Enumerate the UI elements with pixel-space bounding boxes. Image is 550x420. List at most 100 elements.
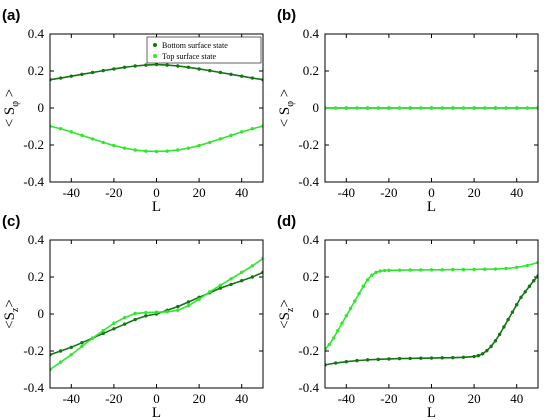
x-tick-label: 20	[468, 185, 481, 200]
data-point	[483, 106, 487, 110]
data-point	[493, 339, 498, 343]
y-tick-label: 0.4	[303, 26, 320, 41]
data-point	[440, 356, 444, 360]
data-point	[250, 275, 255, 279]
data-point	[525, 106, 530, 110]
y-axis-label: < Sφ >	[2, 89, 21, 128]
x-tick-label: 40	[235, 185, 248, 200]
data-point	[502, 325, 506, 329]
series-1	[50, 256, 263, 372]
x-tick-label: -40	[63, 391, 80, 406]
data-point	[176, 64, 180, 68]
legend-box	[146, 36, 262, 64]
data-point	[504, 106, 508, 110]
data-point	[122, 146, 127, 150]
data-point	[493, 267, 498, 271]
data-point	[154, 310, 159, 314]
y-tick-label: 0.4	[28, 232, 45, 247]
x-axis-label: L	[152, 199, 161, 215]
x-tick-label: -40	[338, 185, 355, 200]
data-point	[472, 354, 476, 359]
data-point	[186, 146, 191, 150]
plot-frame	[49, 33, 264, 183]
data-point	[365, 278, 370, 282]
series-line	[325, 261, 538, 350]
data-point	[370, 273, 374, 277]
x-axis-label: L	[152, 405, 161, 420]
data-point	[451, 355, 455, 360]
panel-tag: (c)	[2, 213, 20, 230]
y-axis-label-open: <S	[2, 312, 18, 329]
x-tick-label: 20	[193, 391, 206, 406]
data-point	[112, 327, 116, 331]
data-point	[218, 283, 223, 288]
data-point	[519, 295, 523, 300]
data-point	[240, 270, 244, 275]
data-point	[101, 140, 105, 145]
y-axis-label-close: >	[277, 299, 293, 307]
y-axis-label-subscript: φ	[10, 101, 21, 107]
data-point	[440, 106, 444, 110]
x-tick-label: -40	[63, 185, 80, 200]
data-point	[357, 291, 361, 296]
y-axis-label: <Sz>	[2, 299, 21, 329]
plot-frame	[49, 239, 264, 389]
panel-1: (b) -40 -20 0 20 40 -0.4 -0.2 0 0.2 0.4 L < Sφ >	[277, 7, 539, 215]
y-tick-label: 0.2	[303, 63, 319, 78]
data-point	[461, 106, 466, 110]
data-point	[80, 133, 84, 138]
series-1	[325, 106, 538, 110]
y-axis-label-subscript: z	[10, 307, 21, 312]
data-point	[197, 297, 201, 301]
data-point	[344, 106, 348, 110]
x-tick-label: -20	[380, 185, 397, 200]
x-tick-label: 40	[235, 391, 248, 406]
data-point	[419, 106, 423, 110]
y-tick-label: 0.2	[28, 269, 44, 284]
series-line	[50, 125, 263, 153]
data-point	[408, 106, 412, 110]
y-axis-label-close: >	[2, 299, 18, 307]
x-tick-label: 0	[153, 391, 160, 406]
data-point	[101, 328, 105, 333]
panel-tag: (d)	[277, 213, 296, 230]
data-point	[133, 311, 137, 316]
data-point	[365, 106, 370, 110]
x-tick-label: 40	[510, 391, 523, 406]
legend-entry: Top surface state	[162, 52, 217, 61]
data-point	[489, 344, 493, 349]
data-point	[197, 67, 201, 71]
plot-area	[325, 106, 538, 110]
data-point	[510, 310, 515, 314]
data-point	[472, 106, 476, 110]
data-point	[429, 268, 434, 272]
data-point	[218, 70, 223, 75]
data-point	[80, 72, 84, 77]
y-tick-label: -0.2	[23, 343, 44, 358]
data-point	[176, 304, 180, 309]
data-point	[208, 140, 212, 145]
series-1	[50, 124, 263, 154]
x-tick-label: 20	[468, 391, 481, 406]
data-point	[451, 106, 455, 110]
data-point	[348, 306, 353, 311]
y-axis-label-open: < S	[277, 107, 293, 128]
data-point	[376, 106, 380, 110]
data-point	[69, 130, 74, 134]
data-point	[144, 314, 148, 318]
panel-tag: (a)	[2, 7, 20, 24]
data-point	[122, 65, 127, 70]
x-tick-label: 20	[193, 185, 206, 200]
x-axis-label: L	[427, 405, 436, 420]
y-tick-label: -0.2	[298, 137, 319, 152]
data-point	[374, 270, 378, 275]
data-point	[408, 268, 412, 272]
data-point	[333, 361, 338, 365]
data-point	[165, 310, 169, 314]
data-point	[144, 149, 148, 153]
y-tick-label: 0	[38, 100, 45, 115]
y-axis-label-open: <S	[277, 312, 293, 329]
data-point	[90, 137, 95, 141]
series-line	[325, 275, 538, 366]
data-point	[240, 279, 244, 283]
